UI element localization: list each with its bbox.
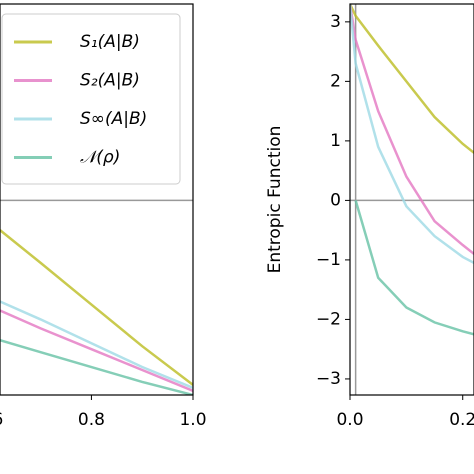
x-tick-label: 0.6 bbox=[0, 410, 3, 430]
series-line bbox=[0, 309, 193, 392]
y-tick-label: −2 bbox=[316, 309, 341, 329]
panel bbox=[0, 199, 193, 395]
axes-frame bbox=[0, 3, 194, 396]
series-line bbox=[0, 229, 193, 386]
y-tick-label: −1 bbox=[316, 250, 341, 270]
x-tick-label: 0.2 bbox=[449, 410, 474, 430]
legend-label: S∞(A|B) bbox=[80, 109, 147, 129]
series-line bbox=[350, 4, 474, 264]
series-line bbox=[354, 200, 474, 336]
x-tick-label: 1.0 bbox=[179, 410, 206, 430]
series-line bbox=[350, 4, 474, 255]
y-tick-label: 0 bbox=[330, 190, 341, 210]
legend-label: S₂(A|B) bbox=[80, 71, 140, 91]
y-axis-label: Entropic Function bbox=[265, 126, 285, 274]
axes-frame bbox=[349, 3, 474, 396]
y-tick-label: 1 bbox=[330, 131, 341, 151]
panel bbox=[350, 4, 474, 395]
x-tick-label: 0.0 bbox=[336, 410, 363, 430]
y-tick-label: 3 bbox=[330, 12, 341, 32]
legend-label: S₁(A|B) bbox=[80, 32, 140, 52]
legend-box bbox=[1, 13, 181, 185]
legend-label: 𝒩(ρ) bbox=[80, 148, 120, 168]
series-line bbox=[350, 4, 474, 154]
series-line bbox=[0, 300, 193, 390]
series-line bbox=[0, 339, 193, 395]
x-tick-label: 0.8 bbox=[78, 410, 105, 430]
y-tick-label: 2 bbox=[330, 71, 341, 91]
y-tick-label: −3 bbox=[316, 369, 341, 389]
